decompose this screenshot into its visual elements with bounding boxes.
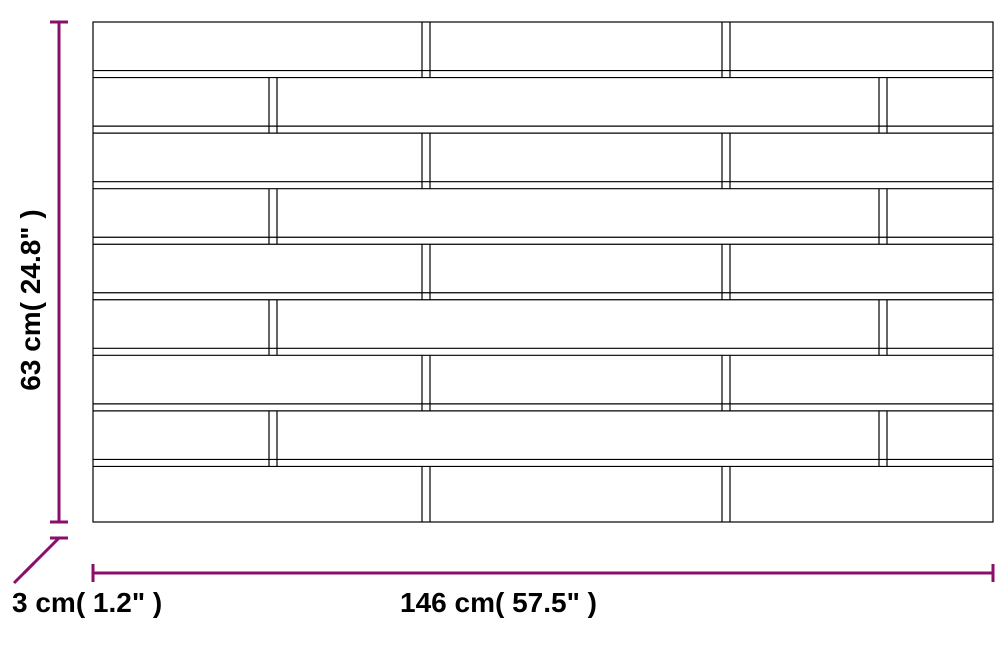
dim-depth-tick	[14, 563, 34, 583]
dim-depth-label: 3 cm( 1.2" )	[12, 587, 162, 618]
dim-width-label: 146 cm( 57.5" )	[400, 587, 597, 618]
panel-drawing	[93, 22, 993, 522]
dimensions: 63 cm( 24.8" ) 3 cm( 1.2" ) 146 cm( 57.5" …	[12, 22, 993, 618]
panel-outline	[93, 22, 993, 522]
dim-height-label: 63 cm( 24.8" )	[15, 209, 46, 390]
